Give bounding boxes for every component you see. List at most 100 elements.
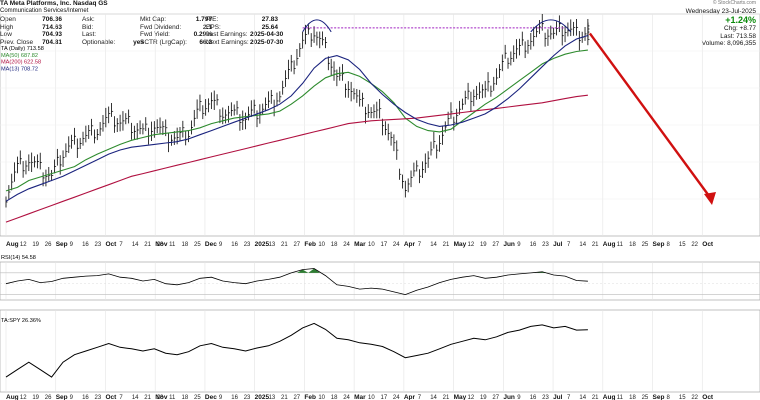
legend-entry: MA(13) 708.72: [1, 66, 38, 72]
axis-day-label: 23: [95, 395, 102, 400]
rsi-label: RSI(14) 54.58: [1, 255, 36, 261]
quote-value: 714.63: [42, 23, 62, 31]
axis-day-label: 27: [293, 242, 300, 248]
quote-row: Open 706.36: [0, 16, 62, 24]
axis-day-label: 21: [443, 242, 450, 248]
quote-row: Fwd Dividend: 2.1: [140, 24, 212, 32]
axis-day-label: 21: [592, 395, 599, 400]
quote-key: P/E:: [206, 16, 219, 23]
axis-day-label: 12: [468, 242, 475, 248]
axis-month-label: Aug: [603, 394, 616, 400]
axis-day-label: 16: [530, 395, 537, 400]
axis-day-label: 12: [20, 395, 27, 400]
axis-day-label: 9: [219, 242, 223, 248]
quote-value: yes: [133, 38, 144, 46]
axis-month-label: Nov: [155, 394, 168, 400]
axis-day-label: 21: [144, 242, 151, 248]
quote-key: Last Earnings:: [206, 31, 248, 39]
axis-day-label: 19: [32, 395, 39, 400]
quote-value: 2025-04-30: [250, 31, 284, 39]
axis-day-label: 24: [393, 242, 400, 248]
axis-day-label: 14: [132, 242, 139, 248]
axis-month-label: Aug: [6, 394, 19, 400]
axis-day-label: 21: [592, 242, 599, 248]
quote-key: SCTR (LrgCap):: [140, 38, 187, 46]
axis-day-label: 9: [70, 395, 74, 400]
axis-month-label: Jul: [553, 241, 563, 248]
axis-month-label: Mar: [354, 241, 366, 248]
axis-day-label: 13: [269, 395, 276, 400]
axis-day-label: 11: [169, 242, 176, 248]
quote-key: Fwd Dividend:: [140, 23, 182, 31]
quote-row: Prev. Close 704.81: [0, 39, 62, 47]
axis-day-label: 27: [492, 395, 499, 400]
axis-month-label: Sep: [56, 241, 68, 248]
axis-day-label: 9: [517, 395, 521, 400]
quote-key: Next Earnings:: [206, 38, 249, 46]
axis-day-label: 21: [281, 242, 288, 248]
axis-month-label: Jul: [553, 394, 563, 400]
axis-day-label: 28: [157, 242, 164, 248]
quote-row: Last Earnings: 2025-04-30: [206, 31, 283, 39]
axis-day-label: 18: [182, 242, 189, 248]
axis-month-label: Oct: [105, 394, 117, 400]
axis-day-label: 15: [679, 242, 686, 248]
quote-row: High 714.63: [0, 24, 62, 32]
relative-strength-line: [5, 322, 588, 378]
quote-row: EPS: 25.64: [206, 24, 283, 32]
axis-day-label: 19: [480, 242, 487, 248]
change-value: Chg: +8.77: [724, 25, 756, 33]
axis-day-label: 18: [331, 395, 338, 400]
axis-month-label: Feb: [304, 394, 316, 400]
quote-value: 704.93: [42, 31, 62, 39]
axis-day-label: 16: [82, 395, 89, 400]
axis-month-label: Oct: [105, 241, 117, 248]
quote-summary: © StockCharts.com Wednesday 23-Jul-2025 …: [686, 0, 756, 48]
rsi-line: [5, 268, 588, 296]
axis-day-label: 7: [567, 242, 571, 248]
axis-day-label: 7: [119, 395, 123, 400]
quote-key: Optionable:: [82, 38, 116, 46]
axis-day-label: 21: [443, 395, 450, 400]
axis-month-label: 2025: [255, 241, 270, 248]
rsi-overbought-fill: [296, 268, 548, 273]
axis-day-label: 19: [480, 395, 487, 400]
axis-day-label: 23: [244, 395, 251, 400]
axis-month-label: Oct: [702, 241, 714, 248]
relative-label: TA:SPY 26.36%: [1, 318, 41, 324]
axis-day-label: 18: [629, 395, 636, 400]
axis-day-label: 7: [418, 242, 422, 248]
axis-day-label: 7: [567, 395, 571, 400]
axis-day-label: 11: [617, 242, 624, 248]
volume: Volume: 8,096,355: [701, 40, 756, 48]
axis-day-label: 18: [331, 242, 338, 248]
quote-value: 1.797: [195, 16, 212, 23]
axis-day-label: 22: [691, 242, 698, 248]
axis-month-label: Apr: [404, 394, 416, 400]
quote-value: 704.81: [42, 38, 62, 46]
axis-day-label: 27: [492, 242, 499, 248]
axis-day-label: 21: [281, 395, 288, 400]
axis-month-label: Nov: [155, 241, 168, 248]
axis-month-label: Apr: [404, 241, 416, 248]
ma50-line: [5, 49, 588, 192]
quote-value: 66.2: [199, 38, 212, 46]
axis-day-label: 9: [517, 242, 521, 248]
quote-key: EPS:: [206, 23, 221, 31]
axis-day-label: 14: [579, 395, 586, 400]
forecast-arrowhead: [704, 192, 716, 205]
quote-row: Last:: [82, 31, 144, 39]
quote-value: 2.1: [202, 23, 212, 31]
axis-day-label: 24: [393, 395, 400, 400]
quote-row: P/E: 27.83: [206, 16, 283, 24]
legend-entry: MA(200) 622.58: [1, 60, 41, 66]
axis-month-label: Dec: [205, 394, 217, 400]
axis-month-label: Sep: [56, 394, 68, 400]
axis-day-label: 27: [293, 395, 300, 400]
axis-day-label: 16: [231, 395, 238, 400]
axis-day-label: 15: [679, 395, 686, 400]
axis-day-label: 17: [380, 395, 387, 400]
axis-month-label: Jun: [503, 241, 515, 248]
axis-day-label: 16: [82, 242, 89, 248]
